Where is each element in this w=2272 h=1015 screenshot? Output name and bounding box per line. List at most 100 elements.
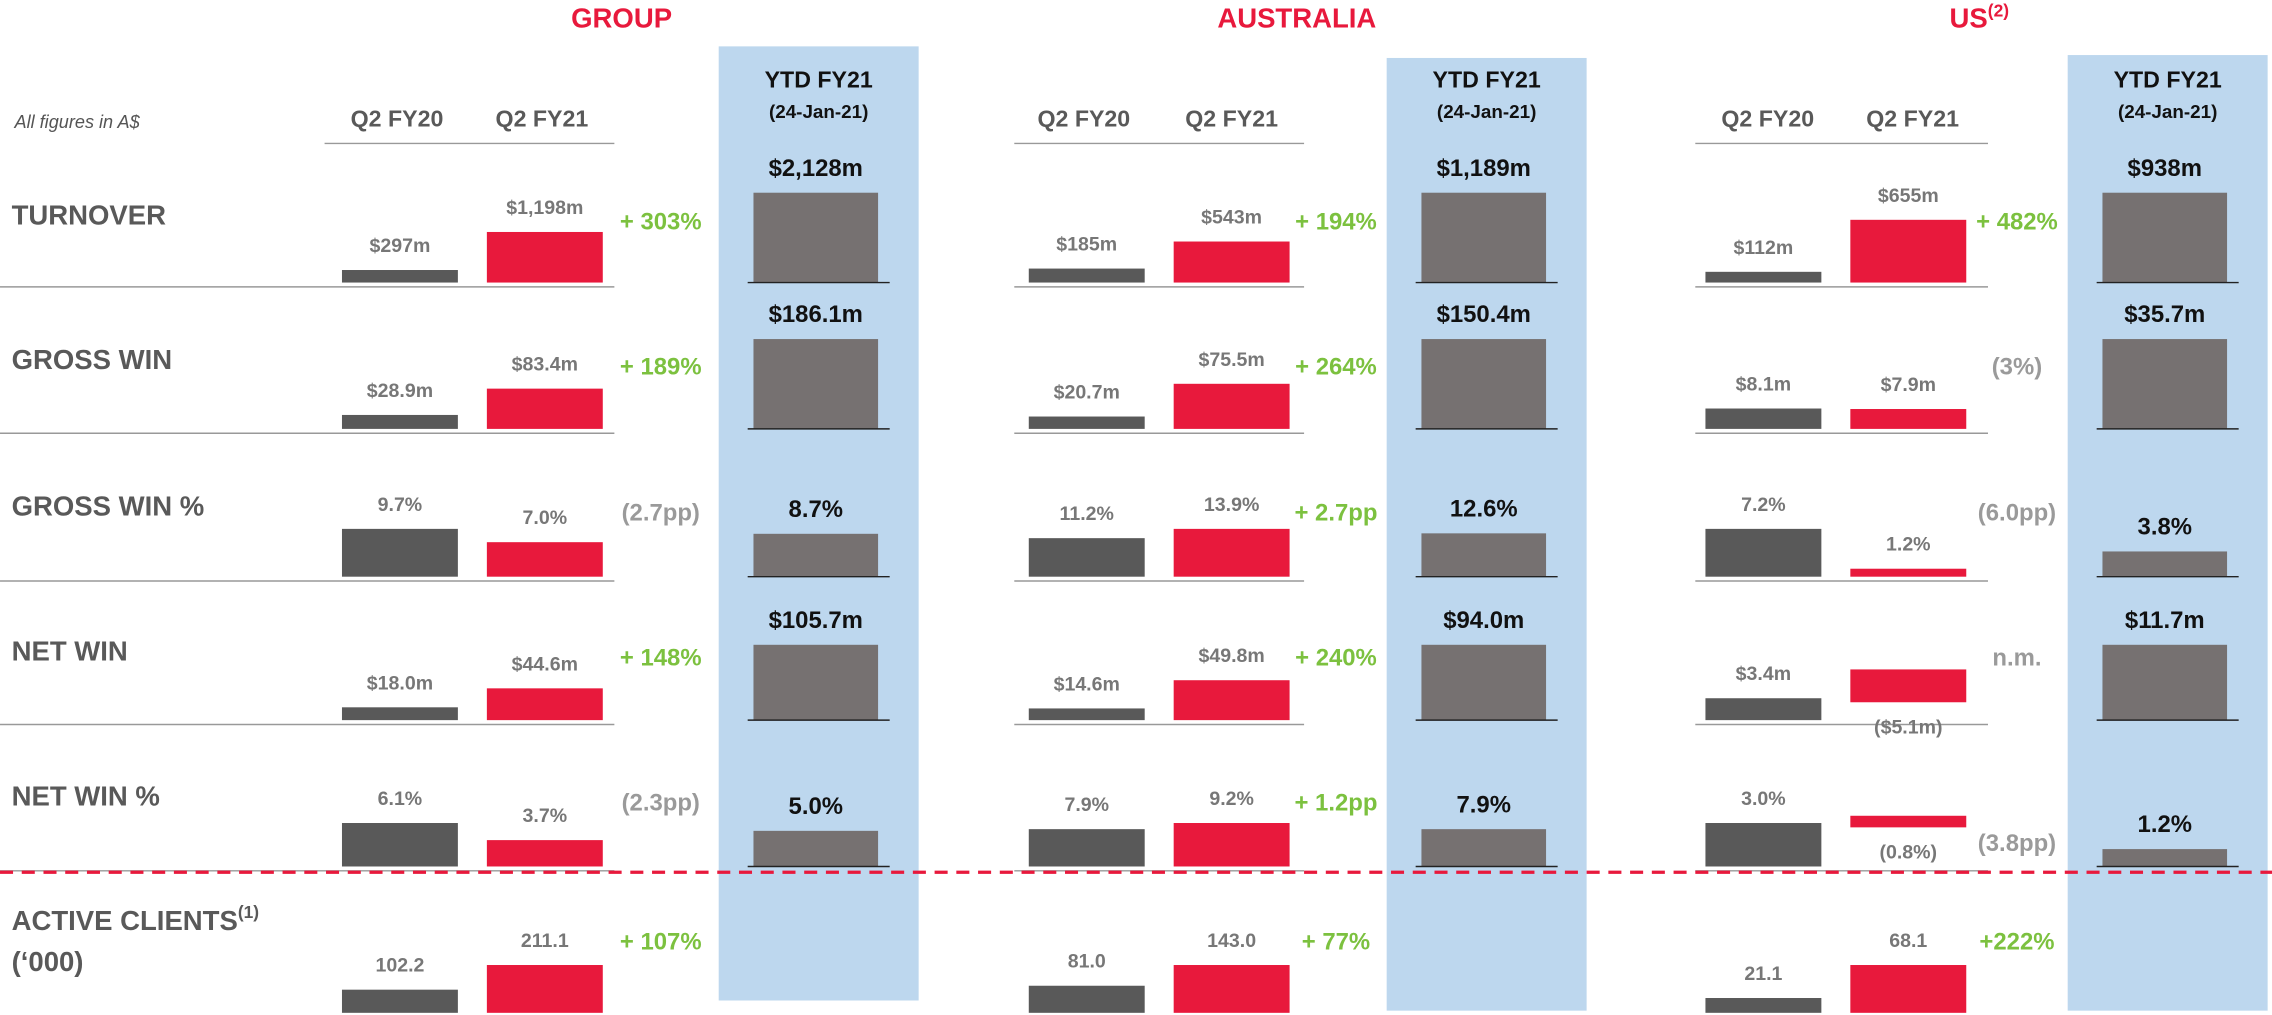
row-label: NET WIN % <box>12 781 160 812</box>
ytd-bar <box>753 192 879 283</box>
section-title-text: AUSTRALIA <box>1217 3 1376 34</box>
bar <box>1705 698 1822 721</box>
change-label: + 77% <box>1302 929 1370 956</box>
section-title: US(2) <box>1950 0 2009 33</box>
ytd-bar <box>1421 644 1547 721</box>
row-label-line2: (‘000) <box>12 946 84 977</box>
bar-label: 102.2 <box>375 955 424 977</box>
bar <box>341 528 458 577</box>
change-label: + 240% <box>1295 645 1377 672</box>
note: All figures in A$ <box>14 112 141 132</box>
row-label-text: TURNOVER <box>12 200 167 231</box>
bar <box>1028 416 1145 429</box>
bar <box>486 965 603 1013</box>
ytd-label: 5.0% <box>789 793 843 820</box>
ytd-bar <box>2102 551 2228 577</box>
bar-label: $28.9m <box>367 380 433 402</box>
bar <box>1028 985 1145 1013</box>
ytd-label: $1,189m <box>1437 155 1531 182</box>
change-label: (3%) <box>1992 353 2042 380</box>
bar-label: $297m <box>369 235 430 257</box>
change-label: + 148% <box>620 645 702 672</box>
change-label: (2.3pp) <box>622 789 700 816</box>
ytd-label: 7.9% <box>1457 791 1511 818</box>
ytd-label: $11.7m <box>2125 607 2205 634</box>
ytd-label: $2,128m <box>769 155 863 182</box>
bar-label: 7.9% <box>1064 794 1109 816</box>
change-label: + 303% <box>620 208 702 235</box>
bar-label: 13.9% <box>1204 494 1259 516</box>
column-header: Q2 FY20 <box>1037 105 1130 131</box>
column-header: Q2 FY21 <box>1185 105 1278 131</box>
ytd-label: $35.7m <box>2124 301 2205 328</box>
bar <box>341 270 458 283</box>
ytd-header: (24-Jan-21) <box>1437 101 1536 122</box>
ytd-label: 1.2% <box>2138 811 2192 838</box>
bar <box>1028 268 1145 283</box>
bar-label: $543m <box>1201 207 1262 229</box>
bar <box>486 231 603 283</box>
bar <box>1705 998 1822 1013</box>
bar-label: ($5.1m) <box>1874 717 1942 739</box>
row-label-text: ACTIVE CLIENTS <box>12 905 238 936</box>
column-header: Q2 FY21 <box>496 105 589 131</box>
ytd-bar <box>753 533 879 577</box>
ytd-label: $938m <box>2128 155 2202 182</box>
bar-label: 68.1 <box>1889 930 1927 952</box>
bar <box>341 707 458 721</box>
ytd-bar <box>753 830 879 867</box>
bar-label: 6.1% <box>378 788 423 810</box>
bar-label: (0.8%) <box>1880 842 1938 864</box>
section-title-note: (2) <box>1988 0 2009 20</box>
bar <box>486 688 603 721</box>
bar-label: $112m <box>1734 237 1794 259</box>
ytd-header: YTD FY21 <box>1433 66 1541 92</box>
ytd-label: $186.1m <box>769 301 863 328</box>
ytd-header: (24-Jan-21) <box>769 101 868 122</box>
ytd-bar <box>2102 339 2228 429</box>
column-header: Q2 FY21 <box>1866 105 1959 131</box>
bar <box>1850 219 1967 283</box>
change-label: (6.0pp) <box>1978 500 2056 527</box>
bar <box>1850 815 1967 828</box>
bar-label: 9.7% <box>378 494 423 516</box>
row-label: GROSS WIN <box>12 345 173 376</box>
bar <box>1028 708 1145 721</box>
bar <box>1850 409 1967 429</box>
bar-label: $44.6m <box>512 653 578 675</box>
row-label: NET WIN <box>12 636 128 667</box>
bar <box>1705 528 1822 577</box>
bar-label: $655m <box>1878 185 1939 207</box>
row-label: GROSS WIN % <box>12 491 205 522</box>
change-label: + 107% <box>620 929 702 956</box>
bar <box>1705 271 1822 283</box>
bar-label: 81.0 <box>1068 951 1106 973</box>
bar-label: $3.4m <box>1736 663 1791 685</box>
change-label: + 1.2pp <box>1294 789 1377 816</box>
bar <box>1850 669 1967 703</box>
ytd-header: YTD FY21 <box>2114 66 2222 92</box>
change-label: + 264% <box>1295 353 1377 380</box>
ytd-bar <box>753 644 879 721</box>
row-label-text: NET WIN <box>12 636 128 667</box>
bar-label: $83.4m <box>512 354 578 376</box>
ytd-label: $105.7m <box>769 607 863 634</box>
section-title-text: US <box>1950 3 1988 34</box>
bar-label: 7.2% <box>1741 494 1786 516</box>
bar-label: $18.0m <box>367 672 433 694</box>
ytd-label: $94.0m <box>1443 607 1524 634</box>
ytd-bar <box>753 339 879 429</box>
bar-label: 21.1 <box>1744 963 1782 985</box>
bar-label: $14.6m <box>1054 673 1120 695</box>
change-label: n.m. <box>1992 645 2041 672</box>
bar-label: $7.9m <box>1881 374 1936 396</box>
bar-label: 11.2% <box>1060 503 1114 525</box>
bar <box>486 388 603 429</box>
row-label-text: NET WIN % <box>12 781 160 812</box>
ytd-bar <box>1421 192 1547 283</box>
change-label: + 189% <box>620 353 702 380</box>
bar-label: 3.7% <box>523 805 568 827</box>
change-label: + 194% <box>1295 208 1377 235</box>
bar <box>1173 241 1290 283</box>
